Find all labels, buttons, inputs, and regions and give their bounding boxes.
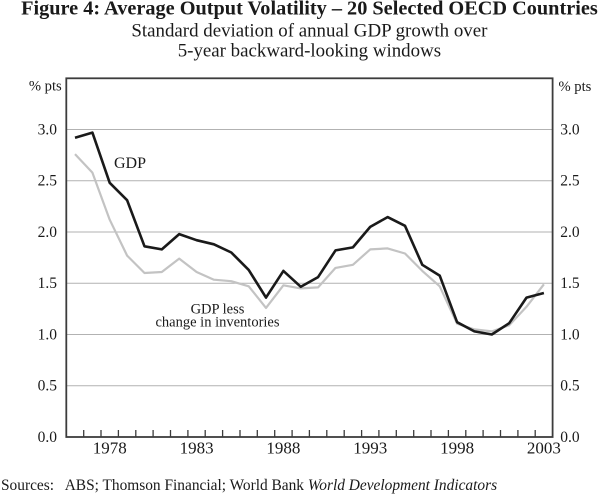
svg-text:1998: 1998 bbox=[440, 439, 474, 458]
svg-text:1.0: 1.0 bbox=[560, 326, 580, 343]
svg-text:GDP less: GDP less bbox=[191, 302, 245, 318]
svg-text:ABS; Thomson Financial; World: ABS; Thomson Financial; World Bank World… bbox=[65, 477, 497, 494]
svg-text:0.5: 0.5 bbox=[560, 378, 580, 395]
svg-text:0.0: 0.0 bbox=[38, 429, 58, 446]
svg-text:1988: 1988 bbox=[266, 439, 300, 458]
svg-text:1993: 1993 bbox=[353, 439, 387, 458]
svg-text:0.0: 0.0 bbox=[560, 429, 580, 446]
svg-text:2.0: 2.0 bbox=[38, 224, 58, 241]
svg-text:1978: 1978 bbox=[93, 439, 127, 458]
svg-text:Figure 4: Average Output Volat: Figure 4: Average Output Volatility – 20… bbox=[21, 0, 598, 20]
svg-text:GDP: GDP bbox=[114, 155, 146, 172]
svg-text:% pts: % pts bbox=[29, 78, 62, 94]
svg-text:1.0: 1.0 bbox=[38, 326, 58, 343]
svg-text:Sources:: Sources: bbox=[1, 477, 54, 494]
svg-text:2.0: 2.0 bbox=[560, 224, 580, 241]
svg-text:1.5: 1.5 bbox=[38, 275, 58, 292]
svg-text:0.5: 0.5 bbox=[38, 378, 58, 395]
svg-text:3.0: 3.0 bbox=[38, 121, 58, 138]
svg-text:% pts: % pts bbox=[559, 79, 592, 95]
svg-text:3.0: 3.0 bbox=[560, 121, 580, 138]
svg-text:5-year backward-looking window: 5-year backward-looking windows bbox=[178, 41, 441, 62]
svg-text:1.5: 1.5 bbox=[560, 275, 580, 292]
svg-text:2.5: 2.5 bbox=[560, 173, 580, 190]
svg-text:1983: 1983 bbox=[180, 439, 214, 458]
svg-text:Standard deviation of annual G: Standard deviation of annual GDP growth … bbox=[131, 20, 488, 41]
svg-text:2003: 2003 bbox=[527, 439, 561, 458]
svg-text:change in inventories: change in inventories bbox=[155, 315, 279, 331]
svg-text:2.5: 2.5 bbox=[38, 173, 58, 190]
